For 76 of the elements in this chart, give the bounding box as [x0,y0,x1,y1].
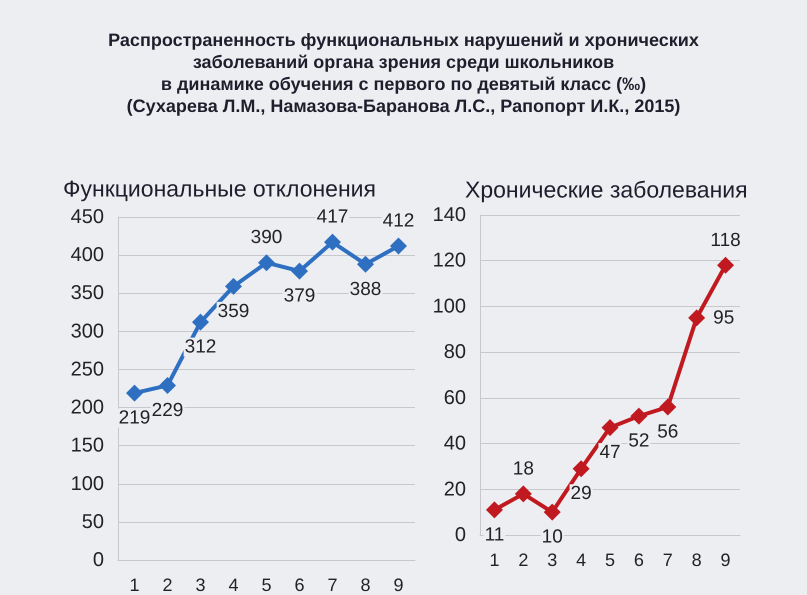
point [225,278,242,295]
x-tick-label: 4 [576,550,586,570]
x-tick-label: 7 [662,550,673,570]
point [192,314,209,331]
y-tick-label: 120 [432,250,466,272]
y-tick-label: 0 [454,524,466,546]
y-tick-label: 300 [70,320,104,342]
y-tick-label: 150 [70,434,104,457]
y-tick-label: 140 [432,204,466,226]
point [291,262,308,280]
data-label: 417 [316,206,348,228]
y-tick-label: 40 [444,432,466,455]
y-tick-label: 350 [70,282,104,304]
x-tick-label: 8 [360,575,371,595]
data-label: 52 [628,430,650,452]
chart-title: Хронические заболевания [465,176,748,202]
x-tick-label: 1 [129,575,140,595]
point [717,256,734,274]
point [572,460,590,478]
x-tick-label: 4 [228,575,239,595]
x-tick-label: 2 [518,550,528,570]
data-label: 18 [512,458,534,480]
point [544,504,561,521]
x-tick-label: 3 [195,575,206,595]
data-label: 412 [382,210,414,232]
x-tick-label: 5 [261,575,272,595]
data-label: 219 [118,408,150,429]
y-tick-label: 20 [444,478,466,500]
x-tick-label: 3 [547,550,558,570]
y-tick-label: 450 [70,206,104,228]
data-label: 118 [710,230,741,251]
chart-title: Функциональные отклонения [63,176,376,202]
y-tick-label: 250 [70,358,104,380]
x-tick-label: 2 [162,575,173,595]
point [258,254,275,272]
y-tick-label: 100 [432,295,466,318]
point [126,384,143,402]
y-tick-label: 50 [82,510,104,533]
data-label: 390 [250,227,282,248]
y-tick-label: 0 [92,549,104,571]
point [602,419,618,436]
x-tick-label: 9 [720,550,731,570]
data-label: 95 [713,307,734,328]
x-tick-label: 1 [489,550,500,570]
point [514,485,532,502]
text: Распространенность функциональных нарушений и хронических заболеваний органа зрения среди школьников в динамике обучения с первого по девятый класс (‰) [108,28,699,94]
y-tick-label: 60 [444,386,466,409]
y-tick-label: 400 [70,244,104,266]
x-tick-label: 8 [692,550,702,570]
point [159,376,176,394]
text: (Сухарева Л.М., Намазова-Баранова Л.С., Рапопорт И.К., 2015) [126,94,680,116]
y-tick-label: 200 [70,396,104,419]
data-label: 47 [599,442,621,464]
data-label: 11 [484,524,504,546]
data-label: 10 [542,526,563,548]
x-tick-label: 6 [294,575,305,595]
x-tick-label: 5 [604,550,616,570]
y-tick-label: 80 [444,341,466,364]
x-tick-label: 9 [393,575,404,595]
data-label: 388 [350,278,382,300]
point [688,309,706,326]
point [630,408,648,425]
data-label: 56 [657,422,678,442]
point [390,237,407,254]
point [486,501,503,518]
point [357,256,374,273]
x-tick-label: 6 [634,550,644,570]
data-label: 229 [152,400,184,421]
data-label: 29 [570,483,592,504]
data-label: 379 [284,286,316,307]
x-tick-label: 7 [327,575,338,595]
point [659,398,676,416]
y-tick-label: 100 [70,472,104,495]
data-label: 359 [218,300,250,322]
point [324,234,341,251]
data-label: 312 [184,336,216,358]
